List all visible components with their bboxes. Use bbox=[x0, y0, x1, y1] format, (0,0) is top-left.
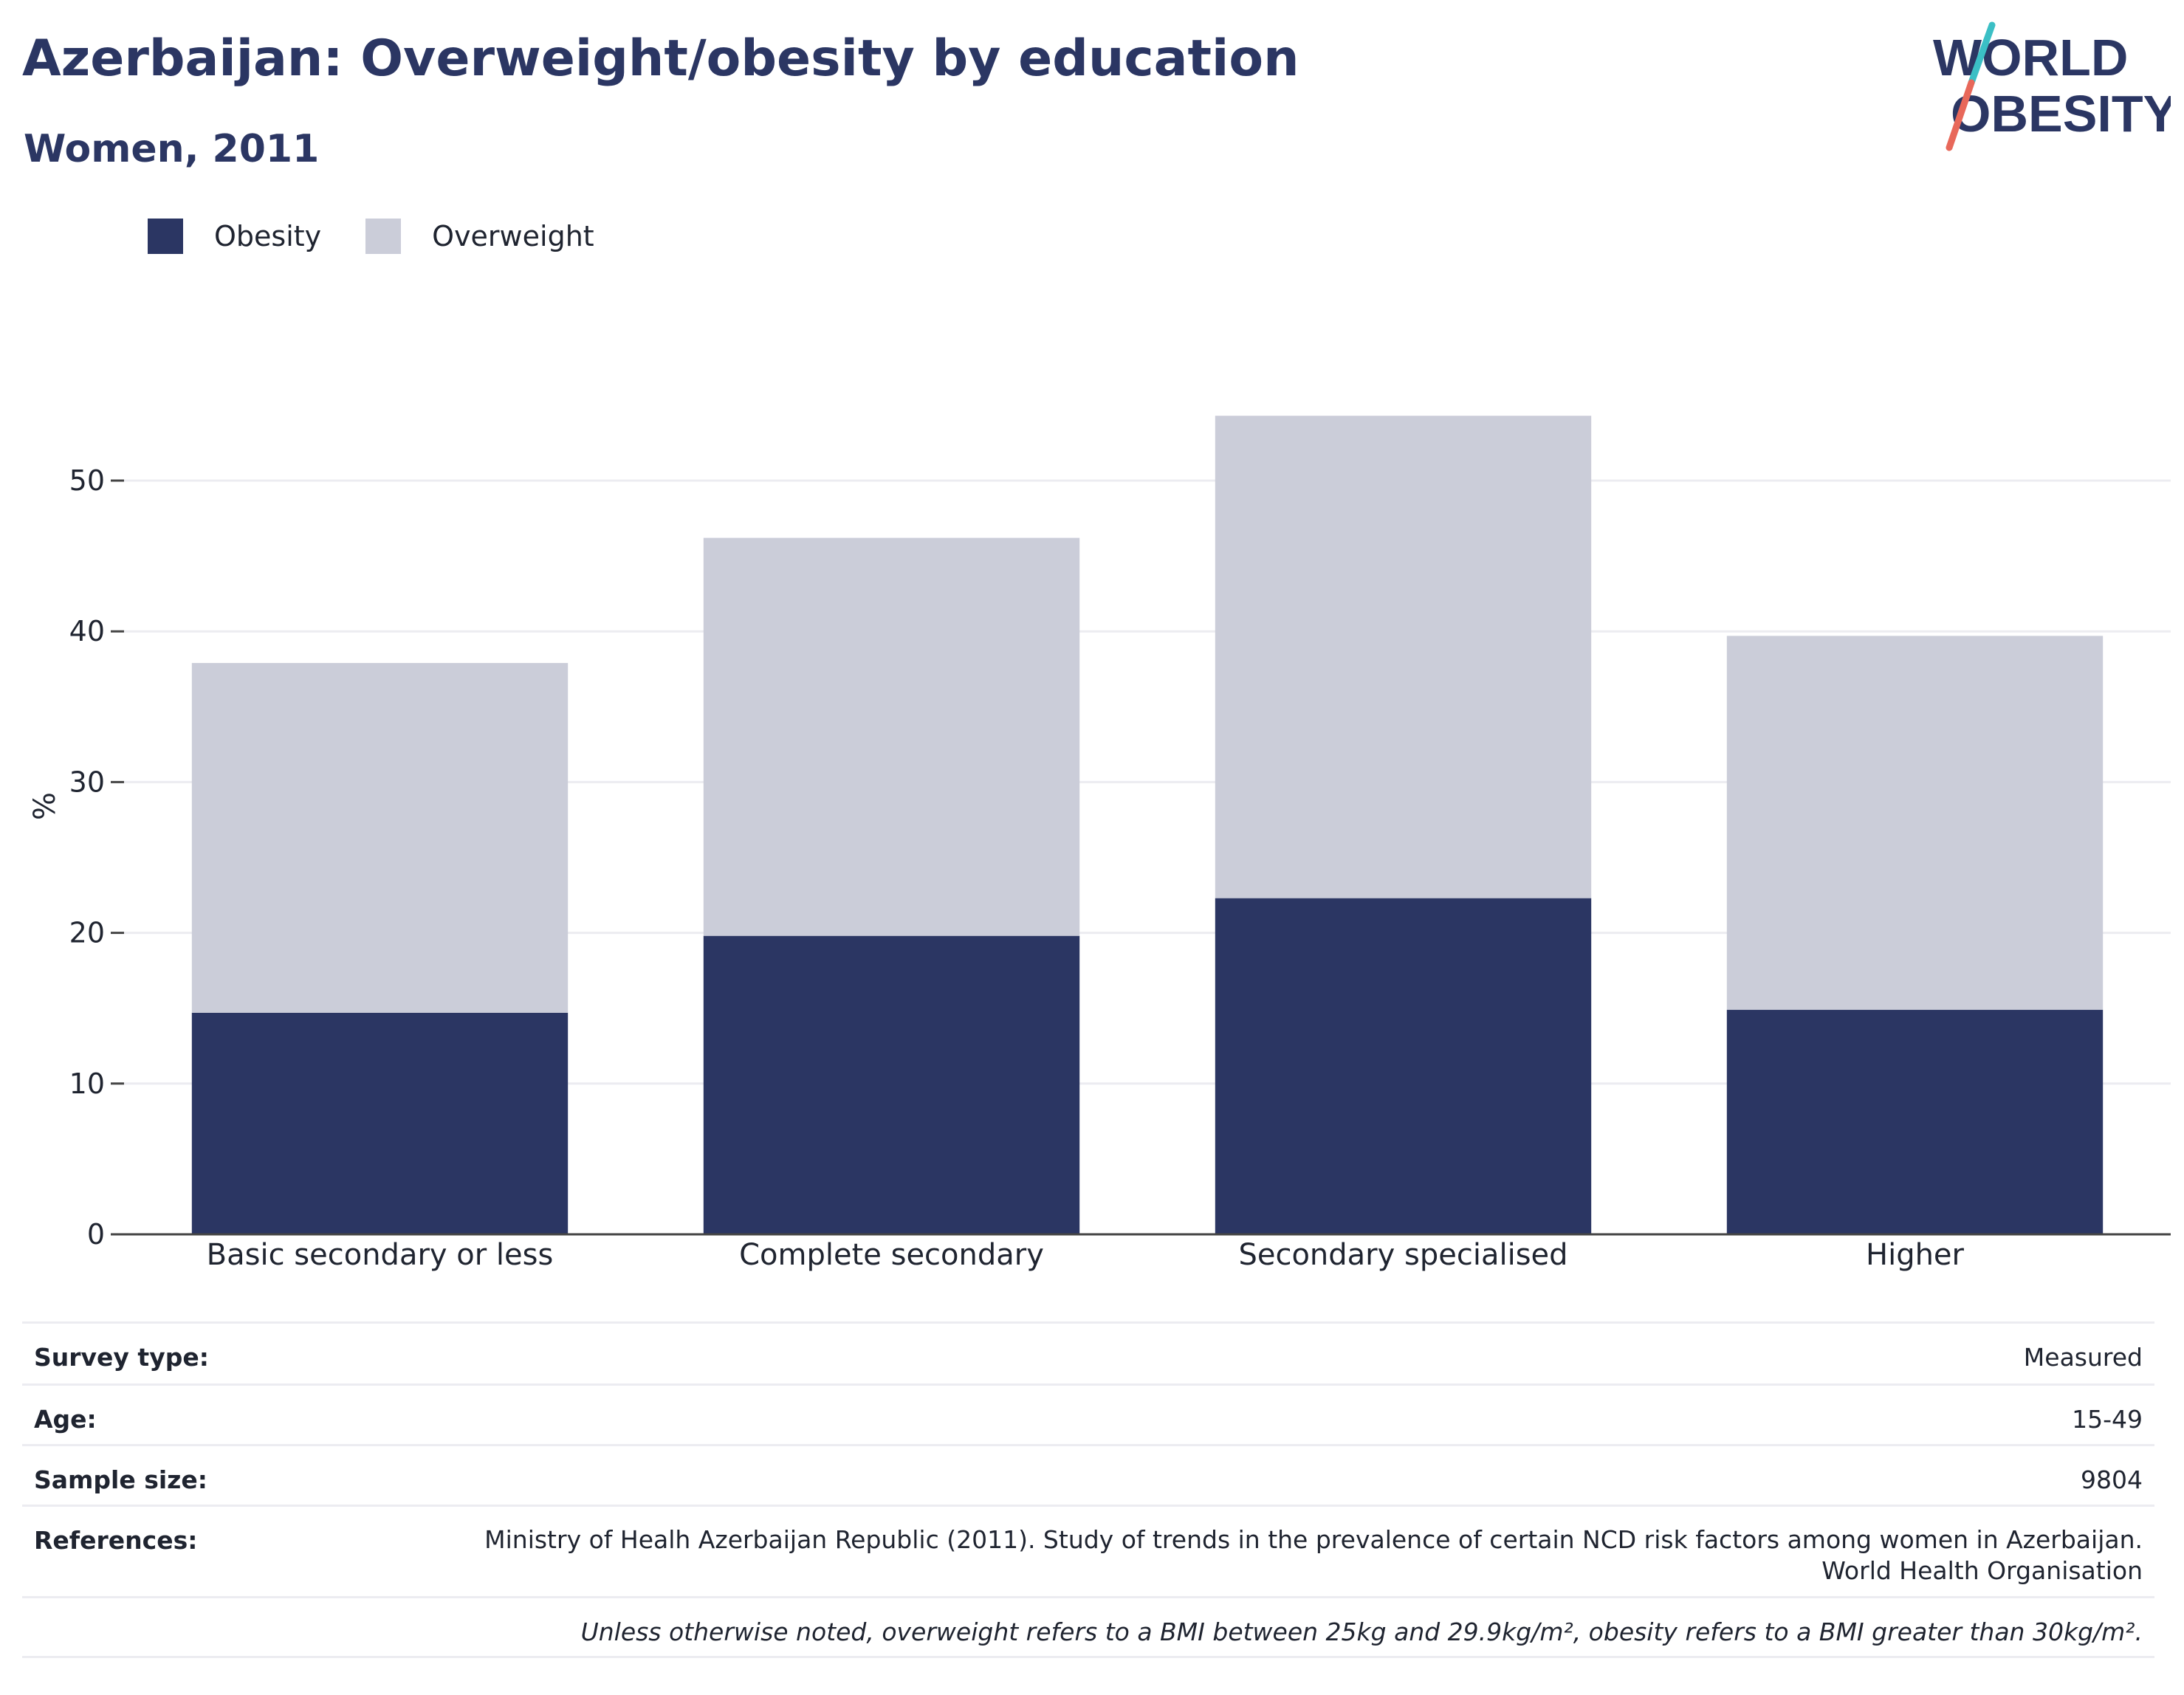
x-tick-label-2: Secondary specialised bbox=[1238, 1238, 1567, 1272]
bar-obesity-2 bbox=[1215, 898, 1592, 1234]
sample-size-label: Sample size: bbox=[34, 1465, 207, 1494]
y-tick-label-0: 0 bbox=[87, 1218, 105, 1251]
bar-obesity-3 bbox=[1726, 1009, 2104, 1234]
chart-title: Azerbaijan: Overweight/obesity by educat… bbox=[22, 30, 1299, 88]
y-tick-label-30: 30 bbox=[69, 766, 105, 798]
reference-line-2: World Health Organisation bbox=[1821, 1556, 2143, 1585]
x-tick-label-3: Higher bbox=[1866, 1238, 1965, 1272]
logo-slash-top bbox=[1968, 21, 1996, 86]
info-row-note: Unless otherwise noted, overweight refer… bbox=[22, 1596, 2154, 1658]
x-tick-label-0: Basic secondary or less bbox=[207, 1238, 554, 1272]
legend-item-obesity[interactable]: Obesity bbox=[148, 219, 321, 254]
bar-obesity-1 bbox=[703, 935, 1080, 1234]
bmi-definition-note: Unless otherwise noted, overweight refer… bbox=[580, 1617, 2143, 1646]
logo-line1: WORLD bbox=[1933, 29, 2128, 86]
bar-overweight-3 bbox=[1726, 636, 2104, 1010]
legend-swatch-obesity bbox=[148, 219, 183, 254]
legend-item-overweight[interactable]: Overweight bbox=[365, 219, 594, 254]
legend: Obesity Overweight bbox=[148, 219, 639, 254]
age-value: 15-49 bbox=[2072, 1405, 2143, 1434]
info-row-sample-size: Sample size: 9804 bbox=[22, 1444, 2154, 1505]
logo-line2: OBESITY bbox=[1951, 85, 2171, 142]
survey-type-value: Measured bbox=[2023, 1343, 2143, 1372]
info-table: Survey type: Measured Age: 15-49 Sample … bbox=[22, 1321, 2154, 1658]
sample-size-value: 9804 bbox=[2081, 1465, 2143, 1494]
y-tick-label-10: 10 bbox=[69, 1067, 105, 1100]
bar-overweight-2 bbox=[1215, 416, 1592, 898]
legend-label-obesity: Obesity bbox=[214, 220, 322, 252]
reference-line-1: Ministry of Healh Azerbaijan Republic (2… bbox=[484, 1525, 2143, 1554]
bar-chart: 0 10 20 30 40 50% Basic secondary or less Compl… bbox=[28, 416, 2171, 1272]
bar-overweight-0 bbox=[191, 663, 569, 1013]
chart-subtitle: Women, 2011 bbox=[24, 127, 320, 171]
info-row-references: References: Ministry of Healh Azerbaijan… bbox=[22, 1505, 2154, 1596]
legend-swatch-overweight bbox=[365, 219, 402, 254]
bar-obesity-0 bbox=[191, 1012, 569, 1234]
world-obesity-logo: WORLD OBESITY bbox=[1933, 21, 2171, 151]
info-row-survey-type: Survey type: Measured bbox=[22, 1321, 2154, 1383]
legend-label-overweight: Overweight bbox=[432, 220, 594, 252]
y-tick-label-50: 50 bbox=[69, 464, 105, 497]
age-label: Age: bbox=[34, 1405, 97, 1434]
logo-slash-bottom bbox=[1946, 79, 1975, 151]
references-value: Ministry of Healh Azerbaijan Republic (2… bbox=[484, 1524, 2143, 1586]
x-tick-label-1: Complete secondary bbox=[739, 1238, 1044, 1272]
y-tick-label-20: 20 bbox=[69, 917, 105, 949]
survey-type-label: Survey type: bbox=[34, 1343, 209, 1372]
y-tick-label-40: 40 bbox=[69, 615, 105, 647]
bar-overweight-1 bbox=[703, 537, 1080, 936]
y-axis-label: % bbox=[28, 792, 62, 820]
references-label: References: bbox=[34, 1526, 198, 1555]
info-row-age: Age: 15-49 bbox=[22, 1383, 2154, 1444]
